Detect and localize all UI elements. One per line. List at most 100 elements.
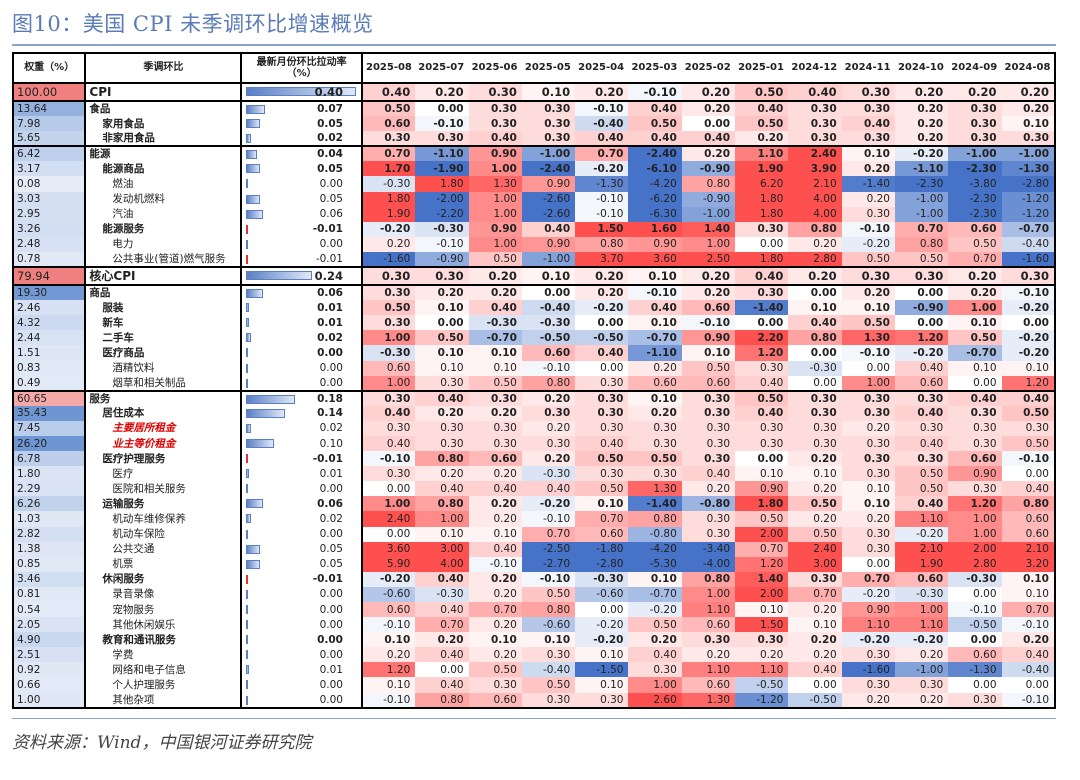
heatmap-cell: 0.30 <box>361 466 416 482</box>
table-row: 1.80 医疗 0.01 0.30 0.20 0.20 -0.30 0.30 0.30 0.40 0… <box>11 466 1057 482</box>
category-name: 运输服务 <box>85 496 243 512</box>
heatmap-cell: 2.40 <box>788 145 842 162</box>
heatmap-cell: -0.60 <box>575 586 629 602</box>
heatmap-cell: 0.20 <box>468 405 522 421</box>
contribution-cell: 0.00 <box>241 602 363 618</box>
contribution-cell: -0.01 <box>241 571 363 587</box>
heatmap-cell: 0.10 <box>735 602 789 618</box>
heatmap-cell: 0.20 <box>948 82 1002 101</box>
heatmap-cell: 0.10 <box>1001 116 1057 132</box>
heatmap-cell: 0.30 <box>575 420 629 436</box>
heatmap-cell: 0.30 <box>1001 420 1057 436</box>
heatmap-cell: 1.00 <box>468 236 522 252</box>
heatmap-cell: 1.90 <box>735 161 789 177</box>
heatmap-cell: 0.30 <box>521 405 576 421</box>
table-row: 6.26 运输服务 0.06 1.00 0.80 0.20 -0.20 0.10 -1.40 -0… <box>11 496 1057 512</box>
heatmap-cell: 0.40 <box>628 300 682 316</box>
table-row: 35.43 居住成本 0.14 0.40 0.20 0.20 0.30 0.30 0.20 0.3… <box>11 405 1057 421</box>
month-header: 2025-03 <box>628 52 682 84</box>
heatmap-cell: 0.30 <box>415 420 469 436</box>
contribution-cell: 0.00 <box>241 236 363 252</box>
heatmap-cell: -2.00 <box>415 191 469 207</box>
heatmap-cell: 0.30 <box>788 405 842 421</box>
heatmap-cell: 0.30 <box>948 116 1002 132</box>
heatmap-cell: 2.80 <box>788 251 842 268</box>
heatmap-cell: 0.30 <box>521 131 576 147</box>
heatmap-cell: 0.30 <box>628 466 682 482</box>
table-row: 2.82 机动车保险 0.00 0.00 0.10 0.10 0.70 0.60 -0.80 0.… <box>11 526 1057 542</box>
heatmap-cell: 0.70 <box>415 617 469 633</box>
heatmap-cell: 0.90 <box>681 330 736 346</box>
heatmap-cell: 0.30 <box>841 647 895 663</box>
category-name: 服装 <box>85 300 243 316</box>
heatmap-cell: -0.30 <box>415 586 469 602</box>
heatmap-cell: -1.50 <box>575 662 629 678</box>
table-row: 0.54 宠物服务 0.00 0.60 0.40 0.70 0.80 0.00 -0.20 1.1… <box>11 602 1057 618</box>
heatmap-cell: 0.30 <box>841 82 895 101</box>
heatmap-cell: -0.10 <box>1001 451 1057 467</box>
heatmap-cell: 0.00 <box>1001 677 1057 693</box>
heatmap-cell: -0.20 <box>841 632 895 648</box>
heatmap-cell: 0.40 <box>894 496 949 512</box>
contribution-cell: 0.00 <box>241 360 363 376</box>
heatmap-cell: 0.30 <box>681 451 736 467</box>
heatmap-cell: -1.00 <box>681 206 736 222</box>
heatmap-cell: -0.30 <box>788 360 842 376</box>
heatmap-cell: 0.80 <box>415 451 469 467</box>
heatmap-cell: 0.20 <box>681 481 736 497</box>
heatmap-cell: -4.00 <box>681 556 736 572</box>
weight-cell: 1.00 <box>11 692 87 709</box>
heatmap-cell: 0.40 <box>735 266 789 286</box>
heatmap-cell: 0.50 <box>681 360 736 376</box>
heatmap-cell: 0.10 <box>415 345 469 361</box>
contribution-cell: 0.02 <box>241 330 363 346</box>
heatmap-cell: -2.30 <box>948 206 1002 222</box>
heatmap-cell: 0.30 <box>841 677 895 693</box>
heatmap-cell: -2.30 <box>948 161 1002 177</box>
heatmap-cell: 0.30 <box>575 405 629 421</box>
heatmap-cell: 0.60 <box>361 360 416 376</box>
page-title: 图10：美国 CPI 未季调环比增速概览 <box>12 12 374 36</box>
heatmap-cell: 0.30 <box>841 131 895 147</box>
table-row: 13.64 食品 0.07 0.50 0.00 0.30 0.30 -0.10 0.40 0.20… <box>11 99 1057 117</box>
contribution-value: 0.05 <box>319 193 343 206</box>
weight-cell: 2.82 <box>11 526 87 542</box>
heatmap-cell: -1.00 <box>894 662 949 678</box>
heatmap-cell: 2.40 <box>361 511 416 527</box>
heatmap-cell: -0.30 <box>521 315 576 331</box>
heatmap-cell: 0.80 <box>681 571 736 587</box>
heatmap-cell: 4.00 <box>788 191 842 207</box>
table-row: 2.48 电力 0.00 0.20 -0.10 1.00 0.90 0.80 0.90 1.00 0… <box>11 236 1057 252</box>
heatmap-cell: 0.30 <box>361 284 416 301</box>
heatmap-cell: 0.50 <box>521 586 576 602</box>
contribution-cell: 0.02 <box>241 131 363 147</box>
table-row: 26.20 业主等价租金 0.10 0.40 0.30 0.30 0.30 0.40 0.30 0… <box>11 435 1057 452</box>
contribution-bar <box>246 394 296 404</box>
heatmap-cell: 0.30 <box>948 99 1002 117</box>
heatmap-cell: 1.20 <box>735 556 789 572</box>
heatmap-cell: -1.10 <box>628 345 682 361</box>
table-row: 100.00 CPI 0.40 0.40 0.20 0.30 0.10 0.20 -0.10 0.… <box>11 82 1057 101</box>
contribution-cell: 0.00 <box>241 632 363 648</box>
heatmap-cell: -2.80 <box>1001 176 1057 192</box>
heatmap-cell: -0.20 <box>628 602 682 618</box>
heatmap-cell: 0.50 <box>735 82 789 101</box>
heatmap-cell: 0.40 <box>415 389 469 406</box>
heatmap-cell: -1.00 <box>948 145 1002 162</box>
contribution-cell: 0.01 <box>241 662 363 678</box>
contribution-cell: 0.00 <box>241 176 363 192</box>
heatmap-cell: 0.80 <box>788 221 842 237</box>
category-name: 燃油 <box>85 176 243 192</box>
contribution-value: 0.01 <box>319 663 343 676</box>
contribution-value: 0.00 <box>319 679 343 692</box>
contribution-bar <box>246 529 249 539</box>
heatmap-cell: 2.50 <box>681 251 736 268</box>
heatmap-cell: 0.50 <box>735 116 789 132</box>
heatmap-cell: 0.00 <box>894 284 949 301</box>
contribution-bar <box>246 484 249 494</box>
source-note: 资料来源：Wind，中国银河证券研究院 <box>12 733 312 753</box>
contribution-value: 0.10 <box>319 437 343 450</box>
weight-cell: 1.03 <box>11 511 87 527</box>
contribution-bar <box>246 363 249 373</box>
heatmap-cell: 0.20 <box>841 284 895 301</box>
